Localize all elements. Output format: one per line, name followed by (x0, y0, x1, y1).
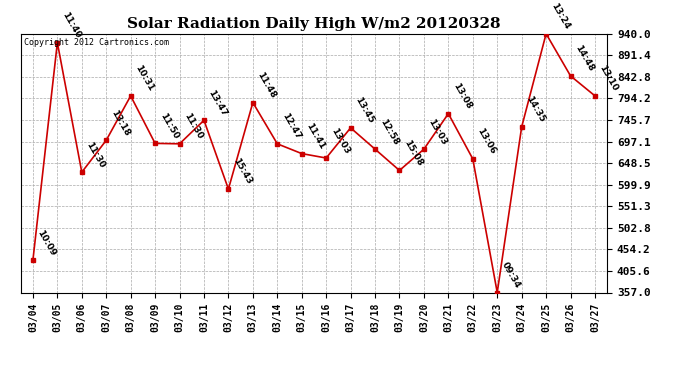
Text: 13:24: 13:24 (549, 2, 571, 31)
Text: 10:09: 10:09 (36, 228, 58, 257)
Text: 11:30: 11:30 (85, 140, 107, 170)
Text: 13:06: 13:06 (475, 127, 497, 156)
Text: 11:48: 11:48 (255, 70, 278, 100)
Text: Copyright 2012 Cartronics.com: Copyright 2012 Cartronics.com (23, 38, 168, 46)
Text: 13:47: 13:47 (207, 88, 229, 117)
Text: 14:35: 14:35 (524, 95, 546, 124)
Text: 12:58: 12:58 (378, 117, 400, 146)
Text: 15:08: 15:08 (402, 138, 424, 168)
Text: 11:41: 11:41 (304, 122, 326, 151)
Text: 15:43: 15:43 (231, 157, 253, 186)
Text: 10:31: 10:31 (133, 64, 155, 93)
Text: 14:48: 14:48 (573, 44, 595, 73)
Text: 13:18: 13:18 (109, 108, 131, 138)
Text: 11:50: 11:50 (158, 111, 180, 141)
Text: 11:30: 11:30 (182, 112, 204, 141)
Text: 13:10: 13:10 (598, 64, 620, 93)
Text: 12:47: 12:47 (280, 111, 302, 141)
Text: 13:03: 13:03 (426, 117, 449, 146)
Text: 09:34: 09:34 (500, 260, 522, 290)
Text: 11:40: 11:40 (60, 10, 82, 40)
Text: 13:08: 13:08 (451, 82, 473, 111)
Text: 13:45: 13:45 (353, 96, 375, 125)
Text: 13:03: 13:03 (329, 126, 351, 155)
Title: Solar Radiation Daily High W/m2 20120328: Solar Radiation Daily High W/m2 20120328 (127, 17, 501, 31)
